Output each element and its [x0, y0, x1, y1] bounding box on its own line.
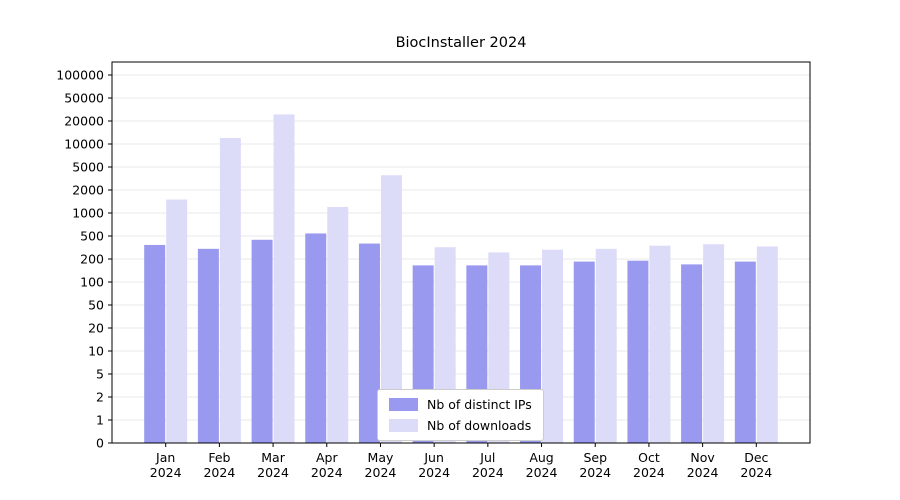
bar-downloads-feb: [219, 137, 241, 444]
y-tick-label: 500: [80, 229, 104, 244]
legend-swatch-rect: [389, 398, 418, 411]
x-tick-label-month: Dec: [744, 450, 768, 465]
x-tick-label-year: 2024: [418, 465, 450, 480]
x-tick-label-month: Apr: [316, 450, 338, 465]
y-tick-label: 20: [88, 321, 104, 336]
x-tick-label-month: Aug: [529, 450, 553, 465]
y-tick-label: 10: [88, 344, 104, 359]
plot-border: [111, 61, 811, 444]
x-tick-label-month: Oct: [638, 450, 660, 465]
y-tick-label: 50: [88, 298, 104, 313]
bar-distinct-ips-sep: [573, 261, 595, 443]
bar-distinct-ips-mar: [251, 239, 273, 443]
bar-downloads-jan: [166, 199, 188, 443]
y-tick-label: 50000: [64, 91, 104, 106]
bar-downloads-dec: [756, 246, 778, 443]
legend-label-downloads: Nb of downloads: [427, 418, 532, 433]
bar-downloads-aug: [542, 249, 564, 443]
legend-swatch-rect: [389, 419, 418, 432]
bar-downloads-mar: [273, 114, 295, 444]
y-tick-label: 2000: [72, 183, 104, 198]
legend-swatch-downloads: [389, 419, 418, 432]
x-tick-label-year: 2024: [633, 465, 665, 480]
y-tick-label: 10000: [64, 137, 104, 152]
legend: Nb of distinct IPs Nb of downloads: [377, 389, 544, 441]
bar-distinct-ips-feb: [197, 248, 219, 443]
x-tick-label-year: 2024: [526, 465, 558, 480]
x-tick-label-month: Jun: [423, 450, 444, 465]
x-tick-label-month: May: [368, 450, 394, 465]
bar-distinct-ips-nov: [681, 264, 703, 443]
x-tick-label-year: 2024: [472, 465, 504, 480]
x-tick-label-month: Feb: [208, 450, 230, 465]
y-tick-label: 200: [80, 252, 104, 267]
x-tick-label-year: 2024: [740, 465, 772, 480]
y-tick-label: 5: [96, 367, 104, 382]
y-tick-label: 1: [96, 413, 104, 428]
x-tick-label-month: Jul: [479, 450, 495, 465]
bar-distinct-ips-oct: [627, 260, 649, 443]
bar-downloads-apr: [327, 206, 349, 443]
x-tick-label-year: 2024: [257, 465, 289, 480]
x-tick-label-month: Nov: [690, 450, 715, 465]
legend-item-distinct-ips: Nb of distinct IPs: [389, 397, 532, 412]
legend-label-distinct-ips: Nb of distinct IPs: [427, 397, 532, 412]
x-tick-label-month: Sep: [583, 450, 607, 465]
y-tick-label: 2: [96, 390, 104, 405]
y-tick-label: 100: [80, 275, 104, 290]
bar-distinct-ips-jan: [144, 244, 166, 443]
x-tick-label-year: 2024: [579, 465, 611, 480]
x-tick-label-year: 2024: [687, 465, 719, 480]
chart-title: BiocInstaller 2024: [395, 35, 527, 51]
x-tick-label-year: 2024: [203, 465, 235, 480]
x-tick-label-year: 2024: [311, 465, 343, 480]
x-tick-label-month: Jan: [155, 450, 175, 465]
y-tick-label: 100000: [56, 68, 104, 83]
y-tick-label: 20000: [64, 114, 104, 129]
y-tick-label: 1000: [72, 206, 104, 221]
bar-downloads-nov: [703, 244, 725, 443]
bar-downloads-may: [380, 175, 402, 443]
bar-distinct-ips-may: [358, 243, 380, 443]
legend-item-downloads: Nb of downloads: [389, 418, 532, 433]
y-tick-label: 5000: [72, 160, 104, 175]
bar-downloads-oct: [649, 245, 671, 443]
bar-distinct-ips-dec: [734, 261, 756, 443]
x-tick-label-year: 2024: [150, 465, 182, 480]
x-tick-label-year: 2024: [365, 465, 397, 480]
legend-swatch-distinct-ips: [389, 398, 418, 411]
bar-distinct-ips-apr: [305, 233, 327, 443]
bar-downloads-sep: [595, 248, 617, 443]
y-tick-label: 0: [96, 436, 104, 451]
x-tick-label-month: Mar: [261, 450, 285, 465]
